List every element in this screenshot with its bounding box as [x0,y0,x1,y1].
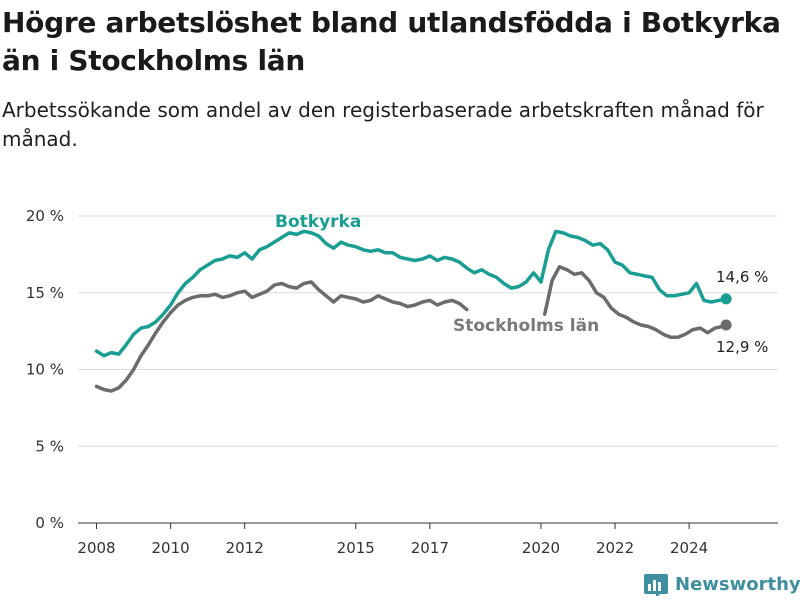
x-tick-label: 2017 [411,539,449,557]
x-axis: 2008 2010 2012 2015 2017 2020 2022 2024 [77,522,778,557]
x-tick-label: 2015 [337,539,375,557]
series-lines [94,229,732,393]
series-labels: Botkyrka Stockholms län 14,6 % 12,9 % [275,212,768,356]
series-line-stockholms-lan [94,264,728,393]
x-tick-label: 2012 [226,539,264,557]
newsworthy-logo: Newsworthy [644,570,800,598]
x-tick-label: 2020 [522,539,560,557]
chart-subtitle: Arbetssökande som andel av den registerb… [2,98,764,151]
y-axis-tick-labels: 0 % 5 % 10 % 15 % 20 % [26,207,64,532]
series-line-botkyrka [94,229,728,358]
x-tick-label: 2024 [670,539,708,557]
series-label-botkyrka: Botkyrka [275,212,361,232]
x-tick-label: 2022 [596,539,634,557]
bar-chart-logo-icon [644,574,668,596]
y-tick-label: 5 % [35,437,64,455]
y-tick-label: 15 % [26,284,64,302]
y-tick-label: 10 % [26,361,64,379]
y-tick-label: 20 % [26,207,64,225]
gridlines [78,215,778,447]
chart-title: Högre arbetslöshet bland utlandsfödda i … [2,6,781,77]
end-point-botkyrka [720,293,732,305]
end-label-botkyrka: 14,6 % [716,268,768,286]
x-tick-label: 2008 [77,539,115,557]
series-label-stockholms-lan: Stockholms län [453,316,599,336]
brand-name: Newsworthy [675,573,800,595]
end-label-stockholms-lan: 12,9 % [716,338,768,356]
y-tick-label: 0 % [35,514,64,532]
end-point-stockholms-lan [720,319,732,331]
x-tick-label: 2010 [151,539,189,557]
